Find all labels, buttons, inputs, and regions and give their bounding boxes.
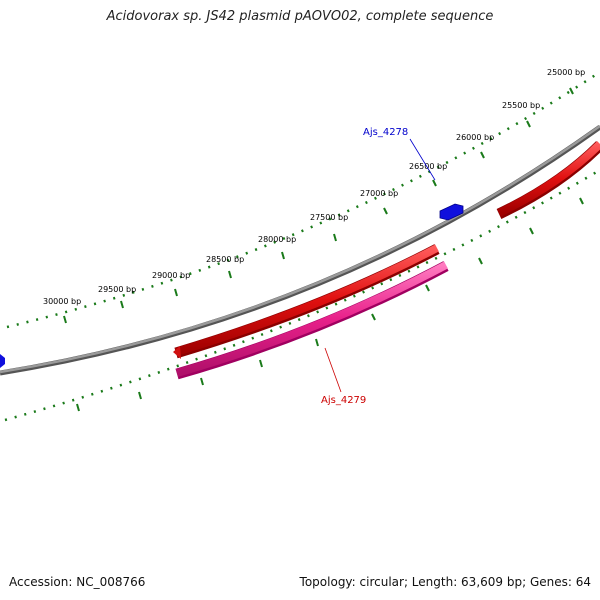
gene-label-ajs-4279[interactable]: Ajs_4279 xyxy=(321,395,366,406)
major-tick xyxy=(120,300,124,309)
major-tick xyxy=(383,207,388,215)
tick-label: 27500 bp xyxy=(310,213,348,222)
tick-label: 29500 bp xyxy=(98,285,136,294)
major-tick xyxy=(579,197,584,205)
tick-label: 29000 bp xyxy=(152,271,190,280)
tick-labels: 25000 bp 25500 bp 26000 bp 26500 bp 2700… xyxy=(43,68,585,306)
tick-label: 25500 bp xyxy=(502,101,540,110)
major-tick xyxy=(259,359,263,368)
major-tick xyxy=(432,179,437,187)
major-tick xyxy=(138,391,142,400)
label-leader-ajs-4279 xyxy=(324,347,342,393)
tick-label: 28500 bp xyxy=(206,255,244,264)
major-tick xyxy=(425,284,430,292)
tick-label: 28000 bp xyxy=(258,235,296,244)
outer-major-ticks xyxy=(63,87,574,324)
major-tick xyxy=(228,270,232,279)
tick-label: 26500 bp xyxy=(409,162,447,171)
major-tick xyxy=(315,338,319,347)
label-leader-ajs-4278 xyxy=(409,138,436,181)
tick-label: 30000 bp xyxy=(43,297,81,306)
major-tick xyxy=(174,288,178,297)
major-tick xyxy=(281,251,285,260)
gene-forward-cds[interactable] xyxy=(173,244,440,359)
backbone xyxy=(0,124,600,376)
accession-label: Accession: NC_008766 xyxy=(9,575,146,589)
major-tick xyxy=(76,403,80,412)
tick-label: 26000 bp xyxy=(456,133,494,142)
major-tick xyxy=(371,313,376,321)
gene-ajs-4278[interactable] xyxy=(439,203,464,221)
major-tick xyxy=(478,257,483,265)
tick-label: 25000 bp xyxy=(547,68,585,77)
major-tick xyxy=(569,87,574,95)
major-tick xyxy=(63,315,67,324)
gene-left-edge[interactable] xyxy=(0,354,5,368)
major-tick xyxy=(200,377,204,386)
gene-ajs-4279[interactable] xyxy=(175,261,449,380)
map-title: Acidovorax sp. JS42 plasmid pAOVO02, com… xyxy=(106,9,494,24)
major-tick xyxy=(480,151,485,159)
tick-label: 27000 bp xyxy=(360,189,398,198)
inner-major-ticks xyxy=(76,197,584,412)
major-tick xyxy=(529,227,534,235)
gene-label-ajs-4278[interactable]: Ajs_4278 xyxy=(363,127,408,138)
major-tick xyxy=(526,120,531,128)
major-tick xyxy=(333,233,337,242)
topology-info: Topology: circular; Length: 63,609 bp; G… xyxy=(299,575,591,589)
gene-forward-cds-next[interactable] xyxy=(496,141,600,219)
